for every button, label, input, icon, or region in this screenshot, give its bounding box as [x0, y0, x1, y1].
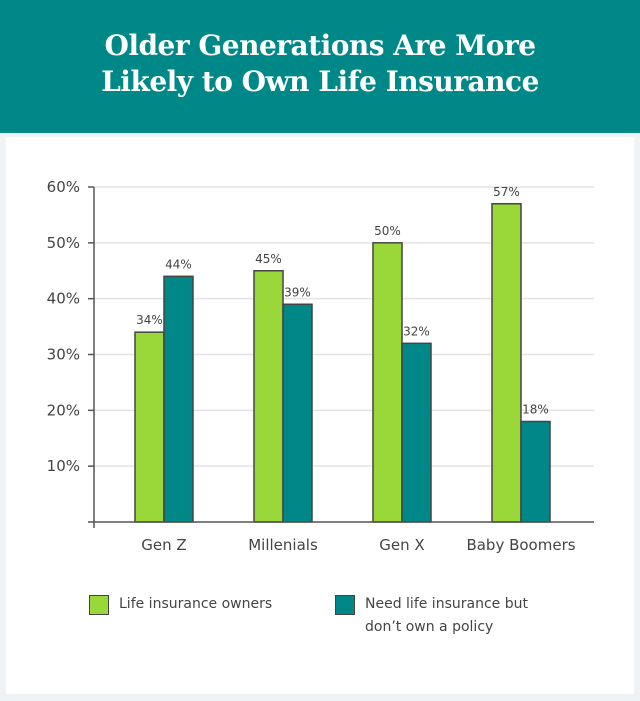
legend-label-need-line-2: don’t own a policy [365, 619, 494, 635]
bar-owners [253, 270, 284, 523]
data-label: 18% [522, 403, 549, 417]
bar-owners [134, 331, 165, 523]
legend-swatch-owners [89, 595, 109, 615]
header-banner: Older Generations Are More Likely to Own… [0, 0, 640, 133]
legend-label-need: Need life insurance but don’t own a poli… [365, 593, 528, 639]
y-tick-label: 20% [47, 401, 80, 419]
bars [134, 203, 551, 523]
y-tick-label: 50% [47, 234, 80, 252]
chart-title: Older Generations Are More Likely to Own… [0, 28, 640, 100]
data-label: 57% [493, 185, 520, 199]
data-label: 50% [374, 224, 401, 238]
title-line-2: Likely to Own Life Insurance [101, 65, 539, 98]
legend-label-owners: Life insurance owners [119, 596, 273, 612]
y-tick-label: 10% [47, 457, 80, 475]
bar-owners [491, 203, 522, 523]
legend-swatch-need [335, 595, 355, 615]
bar-owners [372, 242, 403, 523]
x-category-label: Millenials [248, 536, 318, 554]
bar-need [163, 275, 194, 523]
title-line-1: Older Generations Are More [104, 29, 536, 62]
data-label: 44% [165, 257, 192, 271]
y-tick-label: 30% [47, 346, 80, 364]
y-tick-label: 60% [47, 178, 80, 196]
x-category-label: Gen Z [141, 536, 186, 554]
bar-need [401, 342, 432, 523]
labels: 10% 20% 30% 40% 50% 60% 34% 44% Gen Z 45% 39% Mille… [47, 178, 576, 554]
data-label: 32% [403, 324, 430, 338]
bar-need [282, 303, 313, 523]
x-category-label: Baby Boomers [466, 536, 575, 554]
legend-item-need: Need life insurance but don’t own a poli… [335, 595, 528, 639]
y-tick-label: 40% [47, 290, 80, 308]
chart-panel [6, 137, 634, 694]
legend-item-owners: Life insurance owners [89, 595, 272, 616]
data-label: 39% [284, 285, 311, 299]
axes [88, 186, 594, 528]
data-label: 45% [255, 252, 282, 266]
legend-label-need-line-1: Need life insurance but [365, 596, 528, 612]
x-category-label: Gen X [379, 536, 424, 554]
data-label: 34% [136, 313, 163, 327]
bar-need [520, 420, 551, 523]
